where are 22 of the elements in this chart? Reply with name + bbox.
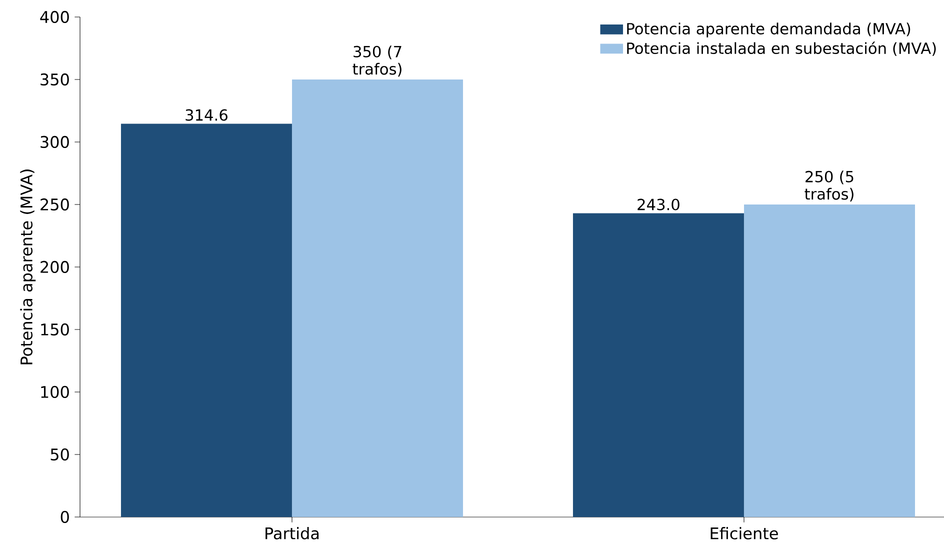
bar — [744, 204, 916, 517]
y-tick-label: 0 — [60, 510, 69, 524]
y-tick-label: 300 — [40, 136, 69, 148]
data-label: 243.0 — [638, 198, 680, 210]
y-tick-label: 250 — [40, 198, 69, 211]
legend-label: Potencia aparente demandada (MVA) — [627, 22, 910, 38]
data-label: 350 (7 trafos) — [352, 46, 402, 77]
x-tick-label: Partida — [266, 527, 319, 540]
y-tick-label: 100 — [41, 386, 69, 398]
bar — [120, 124, 292, 517]
bar — [292, 79, 464, 517]
y-tick-label: 200 — [40, 260, 69, 274]
y-tick-label: 150 — [41, 323, 69, 336]
legend-label: Potencia instalada en subestación (MVA) — [627, 42, 936, 56]
y-tick-label: 400 — [40, 10, 69, 24]
y-axis-title: Potencia aparente (MVA) — [20, 170, 36, 364]
y-tick-label: 50 — [50, 448, 69, 461]
y-tick-label: 350 — [40, 73, 69, 86]
data-label: 314.6 — [186, 109, 228, 121]
x-tick-label: Eficiente — [710, 527, 778, 540]
data-label: 250 (5 trafos) — [804, 170, 854, 202]
bar — [572, 213, 744, 517]
